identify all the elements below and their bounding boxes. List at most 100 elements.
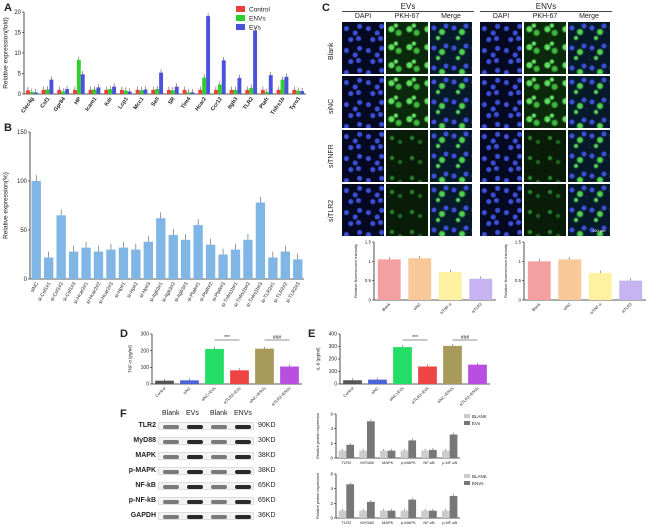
microscopy-image — [386, 184, 428, 236]
x-tick-label: Tnfrs1b — [270, 96, 287, 116]
chart-d: 0 100 200 300 TNF-α (pg/ml) Control siNC siNC+E… — [128, 332, 302, 407]
panel-letter-e: E — [308, 328, 316, 340]
x-tick-label: siNC — [182, 386, 192, 396]
microscopy-row-label: siNC — [328, 98, 335, 114]
legend-swatch — [464, 414, 470, 418]
blot-band — [211, 455, 227, 459]
x-tick-label: MYD88 — [360, 460, 374, 465]
x-tick-label: siTLR2 — [620, 301, 633, 314]
legend-label: Control — [249, 7, 271, 14]
bar — [338, 510, 347, 518]
blot-column-label: EVs — [186, 410, 199, 417]
x-tick-label: MYD88 — [360, 520, 374, 525]
microscopy-panel: EVs DAPI PKH-67 Merge ENVs DAPI PKH-67 Merge Bla… — [322, 0, 669, 236]
legend-swatch — [236, 15, 245, 21]
y-axis-label: Relative fluorescence intensity — [503, 244, 508, 298]
bar — [123, 90, 128, 94]
x-tick-label: Control — [154, 386, 167, 399]
x-tick-label: p-MAPK — [401, 520, 416, 525]
microscopy-image — [524, 184, 566, 236]
x-tick-label: NF-κB — [423, 460, 435, 465]
bar — [68, 251, 79, 279]
x-tick-label: p-NF-κB — [442, 520, 457, 525]
y-axis-label: Relative fluorescence intensity — [353, 244, 358, 298]
x-tick-label: Itgb3 — [227, 96, 239, 110]
blot-band — [235, 515, 251, 519]
microscopy-image — [568, 130, 610, 182]
blot-row-label: NF-kB — [135, 482, 156, 489]
bar — [213, 89, 218, 94]
blot-kd-label: 38KD — [258, 452, 276, 459]
y-tick-label: 400 — [329, 332, 338, 338]
blot-row-label: p-MAPK — [128, 467, 156, 474]
microscopy-row-label: siTLR2 — [328, 199, 335, 222]
x-tick-label: Kdr — [104, 96, 115, 108]
bar — [255, 348, 274, 384]
y-tick-label: 10 — [14, 51, 21, 57]
bar — [61, 91, 66, 94]
x-tick-label: siNC — [562, 302, 572, 312]
blot-band — [211, 470, 227, 474]
legend-swatch — [464, 481, 470, 485]
bar — [104, 89, 109, 94]
bar — [441, 510, 450, 518]
bar — [343, 380, 362, 384]
legend-label: ENVs — [249, 16, 266, 23]
blot-kd-label: 30KD — [258, 437, 276, 444]
bar — [233, 89, 238, 94]
blot-band — [163, 515, 179, 519]
bar — [205, 244, 216, 279]
bar — [264, 91, 269, 94]
bar — [217, 84, 222, 94]
microscopy-image — [342, 184, 384, 236]
y-axis-label: Relative expression(fold) — [3, 17, 10, 89]
bar — [276, 89, 281, 94]
bar — [368, 379, 387, 384]
blot-band — [187, 500, 203, 504]
bar — [293, 259, 303, 279]
bar — [96, 87, 101, 94]
bar — [72, 89, 77, 94]
blot-band — [211, 425, 227, 429]
bar — [44, 257, 54, 279]
bar — [255, 202, 266, 279]
legend-swatch — [236, 6, 245, 12]
bar — [243, 239, 253, 279]
microscopy-image — [480, 76, 522, 128]
bar — [421, 510, 429, 518]
blot-row-label: GAPDH — [130, 512, 156, 519]
x-tick-label: TLR2 — [341, 520, 352, 525]
bar — [237, 78, 242, 94]
blot-column-label: Blank — [162, 410, 180, 417]
blot-band — [211, 515, 227, 519]
y-tick-label: 6 — [330, 472, 333, 477]
bar — [408, 499, 417, 518]
group-divider — [342, 11, 474, 12]
bar — [56, 215, 66, 279]
chart-a: 0 5 10 15 20 Relative expression(fold) Clec4g C… — [3, 6, 306, 116]
microscopy-image — [480, 130, 522, 182]
legend-label: BLANK — [472, 474, 487, 479]
bar — [81, 247, 91, 279]
x-tick-label: Blank — [381, 302, 392, 313]
bar — [268, 75, 273, 94]
y-tick-label: 0 — [24, 277, 28, 283]
blot-column-label: ENVs — [234, 410, 252, 417]
microscopy-group-label: EVs — [400, 2, 416, 11]
bar — [180, 380, 199, 384]
bar — [166, 89, 171, 94]
bar — [249, 87, 254, 94]
microscopy-image — [568, 76, 610, 128]
chart-c-left: 0 0.5 1 1.5 Relative fluorescence intensity B… — [353, 240, 496, 315]
x-tick-label: NF-κB — [423, 520, 435, 525]
blot-band — [235, 470, 251, 474]
blot-kd-label: 36KD — [258, 512, 276, 519]
blot-band-strip — [158, 482, 254, 490]
bar — [441, 450, 450, 458]
y-tick-label: 0 — [330, 516, 333, 521]
sig-label: *** — [412, 335, 418, 341]
x-tick-label: HP — [73, 96, 82, 106]
microscopy-channel-label: PKH-67 — [532, 13, 558, 20]
chart-c-right: 0 0.5 1 1.5 Relative fluorescence intensity B… — [503, 240, 646, 315]
blot-band-strip — [158, 437, 254, 445]
